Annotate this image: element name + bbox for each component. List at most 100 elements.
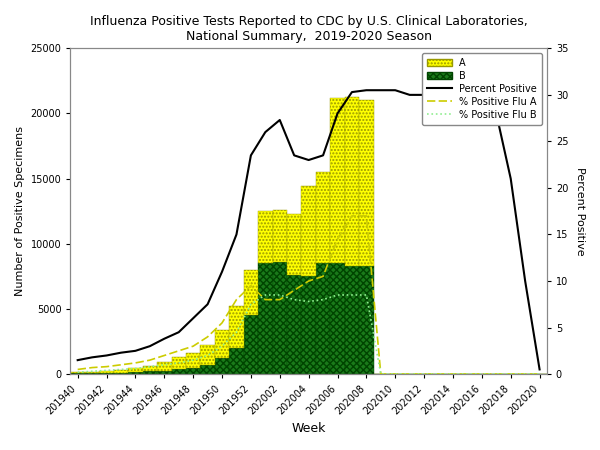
% Positive Flu A <box>334 236 341 242</box>
% Positive Flu B <box>406 371 413 377</box>
Bar <box>172 369 186 374</box>
Title: Influenza Positive Tests Reported to CDC by U.S. Clinical Laboratories,
National: Influenza Positive Tests Reported to CDC… <box>90 15 527 43</box>
Percent Positive <box>247 153 254 158</box>
% Positive Flu A <box>521 371 529 377</box>
% Positive Flu A <box>464 371 471 377</box>
% Positive Flu B <box>276 292 283 298</box>
% Positive Flu A <box>262 297 269 302</box>
Percent Positive <box>204 302 211 307</box>
% Positive Flu A <box>377 371 385 377</box>
Percent Positive <box>89 355 96 360</box>
Bar <box>272 262 287 374</box>
Bar <box>272 210 287 262</box>
% Positive Flu A <box>421 371 428 377</box>
Bar <box>128 368 143 372</box>
% Positive Flu A <box>74 367 81 372</box>
% Positive Flu B <box>290 297 298 302</box>
Percent Positive <box>464 97 471 102</box>
% Positive Flu B <box>449 371 457 377</box>
Bar <box>359 100 374 266</box>
Y-axis label: Percent Positive: Percent Positive <box>575 167 585 256</box>
Bar <box>229 348 244 374</box>
Bar <box>359 266 374 374</box>
Bar <box>143 372 157 374</box>
Percent Positive <box>146 343 154 349</box>
% Positive Flu B <box>161 362 168 368</box>
Percent Positive <box>363 87 370 93</box>
Percent Positive <box>421 92 428 98</box>
Percent Positive <box>233 232 240 237</box>
% Positive Flu A <box>493 371 500 377</box>
% Positive Flu B <box>132 366 139 371</box>
% Positive Flu B <box>247 302 254 307</box>
% Positive Flu A <box>349 213 356 219</box>
% Positive Flu A <box>305 278 312 284</box>
% Positive Flu B <box>89 369 96 374</box>
% Positive Flu A <box>218 320 226 326</box>
Line: % Positive Flu A: % Positive Flu A <box>77 216 539 374</box>
Bar <box>345 97 359 266</box>
% Positive Flu B <box>521 371 529 377</box>
Bar <box>186 368 200 374</box>
Bar <box>301 186 316 276</box>
Bar <box>85 372 100 374</box>
Percent Positive <box>161 336 168 342</box>
% Positive Flu A <box>276 297 283 302</box>
Percent Positive <box>74 357 81 363</box>
% Positive Flu B <box>392 371 399 377</box>
% Positive Flu A <box>319 274 326 279</box>
% Positive Flu B <box>435 371 442 377</box>
% Positive Flu B <box>118 367 125 372</box>
% Positive Flu A <box>161 353 168 358</box>
Percent Positive <box>262 130 269 135</box>
Bar <box>287 275 301 374</box>
Percent Positive <box>276 117 283 123</box>
Bar <box>70 372 85 374</box>
Percent Positive <box>334 111 341 116</box>
% Positive Flu B <box>363 292 370 298</box>
% Positive Flu A <box>175 348 182 354</box>
Percent Positive <box>377 87 385 93</box>
Percent Positive <box>218 269 226 274</box>
Percent Positive <box>132 348 139 354</box>
% Positive Flu A <box>190 343 197 349</box>
% Positive Flu B <box>464 371 471 377</box>
Bar <box>215 330 229 359</box>
Percent Positive <box>103 353 110 358</box>
Percent Positive <box>435 92 442 98</box>
% Positive Flu A <box>118 362 125 368</box>
Percent Positive <box>319 153 326 158</box>
Percent Positive <box>449 97 457 102</box>
Bar <box>100 373 114 374</box>
Percent Positive <box>190 315 197 321</box>
% Positive Flu B <box>319 297 326 302</box>
Bar <box>258 263 272 374</box>
% Positive Flu A <box>290 288 298 293</box>
Bar <box>143 365 157 372</box>
% Positive Flu B <box>103 368 110 373</box>
% Positive Flu B <box>233 329 240 335</box>
Bar <box>157 362 172 371</box>
% Positive Flu A <box>247 283 254 288</box>
Legend: A, B, Percent Positive, % Positive Flu A, % Positive Flu B: A, B, Percent Positive, % Positive Flu A… <box>422 53 542 125</box>
Bar <box>244 270 258 315</box>
% Positive Flu B <box>190 357 197 363</box>
% Positive Flu A <box>146 357 154 363</box>
Bar <box>345 266 359 374</box>
% Positive Flu A <box>392 371 399 377</box>
% Positive Flu B <box>493 371 500 377</box>
Line: Percent Positive: Percent Positive <box>77 90 539 369</box>
Percent Positive <box>349 90 356 95</box>
Bar <box>215 359 229 374</box>
Percent Positive <box>536 367 543 372</box>
% Positive Flu B <box>421 371 428 377</box>
Percent Positive <box>521 278 529 284</box>
Line: % Positive Flu B: % Positive Flu B <box>77 295 539 374</box>
% Positive Flu B <box>74 369 81 375</box>
Percent Positive <box>175 329 182 335</box>
% Positive Flu A <box>449 371 457 377</box>
% Positive Flu B <box>536 371 543 377</box>
% Positive Flu B <box>334 292 341 298</box>
% Positive Flu A <box>363 213 370 219</box>
% Positive Flu B <box>218 343 226 349</box>
